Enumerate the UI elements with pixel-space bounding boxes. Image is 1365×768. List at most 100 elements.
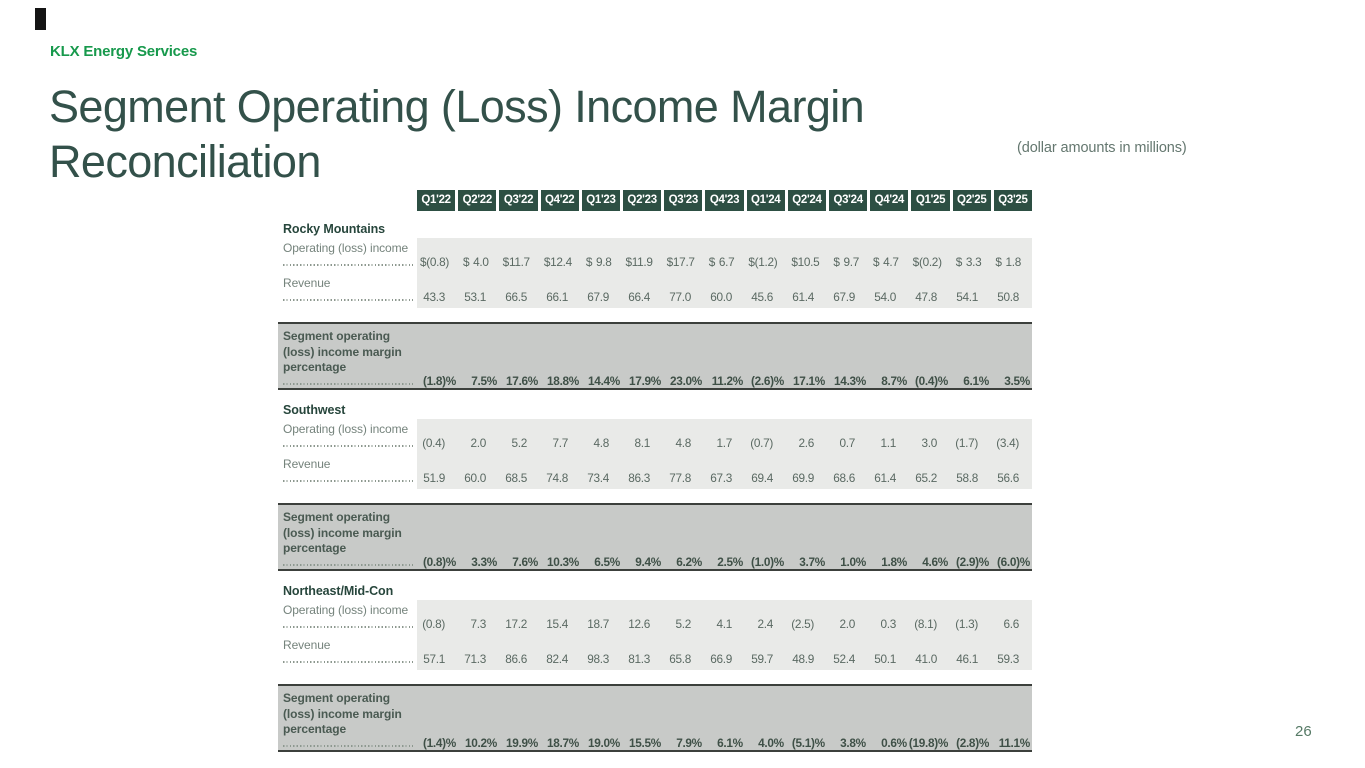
column-header: Q1'25 bbox=[911, 190, 950, 211]
column-header-row: Q1'22 Q2'22 Q3'22 Q4'22 Q1'23 Q2'23 Q3'23 Q4'23… bbox=[417, 190, 1033, 211]
column-header: Q1'24 bbox=[746, 190, 785, 211]
value-cell: 4.6% bbox=[922, 555, 948, 569]
column-header: Q2'23 bbox=[623, 190, 662, 211]
value-cell: (0.7) bbox=[750, 436, 773, 450]
value-cell: $3.3 bbox=[953, 255, 993, 269]
value-cell: 8.1 bbox=[634, 436, 651, 450]
value-cell: 59.7 bbox=[751, 652, 773, 666]
reconciliation-table: Q1'22 Q2'22 Q3'22 Q4'22 Q1'23 Q2'23 Q3'23 Q4'23… bbox=[278, 190, 1033, 752]
margin-row: (1.4)% 10.2% 19.9% 18.7% 19.0% 15.5% 7.9% 6.1% 4… bbox=[283, 736, 1032, 750]
segment-data-box: Operating (loss) income (0.8) 7.3 17.2 15.4 1… bbox=[283, 600, 1032, 670]
dollar-sign: $ bbox=[463, 255, 470, 269]
value-cell: 52.4 bbox=[833, 652, 855, 666]
margin-band: Segment operating (loss) income margin p… bbox=[278, 322, 1032, 390]
dollar-sign: $ bbox=[955, 255, 963, 269]
operating-income-label: Operating (loss) income bbox=[283, 241, 409, 255]
dollar-sign: $ bbox=[625, 255, 633, 269]
value-cell: 68.5 bbox=[505, 471, 527, 485]
segment-name: Southwest bbox=[283, 403, 346, 417]
value-cell: 0.3 bbox=[880, 617, 897, 631]
value-number: 1.8 bbox=[1005, 255, 1021, 269]
slide-title: Segment Operating (Loss) Income Margin R… bbox=[49, 79, 1009, 189]
dollar-sign: $ bbox=[666, 255, 674, 269]
value-cell: 0.6% bbox=[881, 736, 907, 750]
operating-income-row: (0.4) 2.0 5.2 7.7 4.8 8.1 4.8 1.7 (0.7) 2.6 0.7 1.1… bbox=[283, 436, 1032, 450]
value-cell: 6.1% bbox=[963, 374, 989, 388]
value-cell: (1.7) bbox=[955, 436, 978, 450]
value-cell: 56.6 bbox=[997, 471, 1019, 485]
value-cell: (2.8)% bbox=[956, 736, 990, 750]
value-cell: 65.8 bbox=[669, 652, 691, 666]
page-number: 26 bbox=[1295, 723, 1312, 740]
value-cell: (2.9)% bbox=[956, 555, 989, 569]
dotted-leader bbox=[283, 626, 413, 628]
value-cell: 1.7 bbox=[716, 436, 733, 450]
value-cell: 54.0 bbox=[874, 290, 896, 304]
value-cell: $9.7 bbox=[830, 255, 870, 269]
slide-title-line-1: Segment Operating (Loss) Income Margin bbox=[49, 81, 865, 132]
value-cell: 67.9 bbox=[587, 290, 609, 304]
value-cell: $17.7 bbox=[664, 255, 706, 269]
value-cell: 58.8 bbox=[956, 471, 978, 485]
value-cell: 11.1% bbox=[998, 736, 1031, 750]
column-header: Q1'22 bbox=[417, 190, 456, 211]
value-cell: 12.6 bbox=[628, 617, 650, 631]
dollar-sign: $ bbox=[748, 255, 755, 269]
value-cell: 66.5 bbox=[505, 290, 527, 304]
value-number: 10.5 bbox=[797, 255, 820, 269]
value-cell: 74.8 bbox=[546, 471, 568, 485]
value-cell: 4.1 bbox=[716, 617, 733, 631]
value-cell: 10.2% bbox=[465, 736, 497, 750]
value-cell: 67.9 bbox=[833, 290, 855, 304]
value-cell: 3.7% bbox=[799, 555, 825, 569]
value-cell: 2.6 bbox=[798, 436, 815, 450]
value-cell: 19.9% bbox=[506, 736, 538, 750]
revenue-row: 51.9 60.0 68.5 74.8 73.4 86.3 77.8 67.3 69.4 69.9… bbox=[283, 471, 1032, 485]
value-cell: 17.2 bbox=[505, 617, 527, 631]
operating-income-row: (0.8) 7.3 17.2 15.4 18.7 12.6 5.2 4.1 2.4 (2.5) 2.… bbox=[283, 617, 1032, 631]
column-header: Q3'23 bbox=[664, 190, 703, 211]
dollar-sign: $ bbox=[833, 255, 840, 269]
value-cell: 9.4% bbox=[635, 555, 661, 569]
value-cell: (8.1) bbox=[914, 617, 937, 631]
revenue-label: Revenue bbox=[283, 638, 331, 652]
value-cell: 2.0 bbox=[839, 617, 856, 631]
units-note: (dollar amounts in millions) bbox=[1017, 140, 1187, 156]
value-grid: (0.8)% 3.3% 7.6% 10.3% 6.5% 9.4% 6.2% 2.5% (1.0)… bbox=[417, 555, 1032, 569]
value-number: 4.0 bbox=[473, 255, 489, 269]
dotted-leader bbox=[283, 480, 413, 482]
value-number: 3.3 bbox=[965, 255, 982, 269]
value-cell: 67.3 bbox=[710, 471, 732, 485]
value-cell: 8.7% bbox=[881, 374, 907, 388]
brand-name: KLX Energy Services bbox=[50, 43, 198, 60]
value-cell: 69.9 bbox=[792, 471, 814, 485]
value-cell: 82.4 bbox=[546, 652, 568, 666]
value-cell: 54.1 bbox=[956, 290, 978, 304]
column-header: Q2'25 bbox=[952, 190, 991, 211]
value-cell: $10.5 bbox=[788, 255, 830, 269]
segment-section: Northeast/Mid-Con Operating (loss) income… bbox=[278, 584, 1032, 752]
value-cell: 71.3 bbox=[464, 652, 486, 666]
value-cell: 50.8 bbox=[997, 290, 1019, 304]
value-cell: 3.3% bbox=[471, 555, 497, 569]
value-cell: 23.0% bbox=[670, 374, 702, 388]
value-cell: $12.4 bbox=[541, 255, 583, 269]
value-grid: 43.3 53.1 66.5 66.1 67.9 66.4 77.0 60.0 45.6 61.4… bbox=[417, 290, 1032, 304]
value-cell: $4.0 bbox=[460, 255, 500, 269]
value-cell: (0.4) bbox=[422, 436, 445, 450]
dollar-sign: $ bbox=[912, 255, 920, 269]
value-cell: 4.8 bbox=[593, 436, 610, 450]
margin-label: Segment operating (loss) income margin p… bbox=[283, 691, 402, 736]
value-cell: (2.5) bbox=[791, 617, 814, 631]
column-header: Q4'22 bbox=[540, 190, 579, 211]
value-cell: 86.3 bbox=[628, 471, 650, 485]
value-cell: (0.4)% bbox=[915, 374, 948, 388]
value-cell: 10.3% bbox=[547, 555, 579, 569]
segment-data-box: Operating (loss) income $ (0.8) $4.0 $11.7 $1… bbox=[283, 238, 1032, 308]
dollar-sign: $ bbox=[420, 255, 427, 269]
value-number: 12.4 bbox=[550, 255, 572, 269]
revenue-row: 43.3 53.1 66.5 66.1 67.9 66.4 77.0 60.0 45.6 61.4… bbox=[283, 290, 1032, 304]
value-number: 17.7 bbox=[672, 255, 695, 269]
value-cell: 53.1 bbox=[464, 290, 486, 304]
value-cell: (1.3) bbox=[955, 617, 978, 631]
